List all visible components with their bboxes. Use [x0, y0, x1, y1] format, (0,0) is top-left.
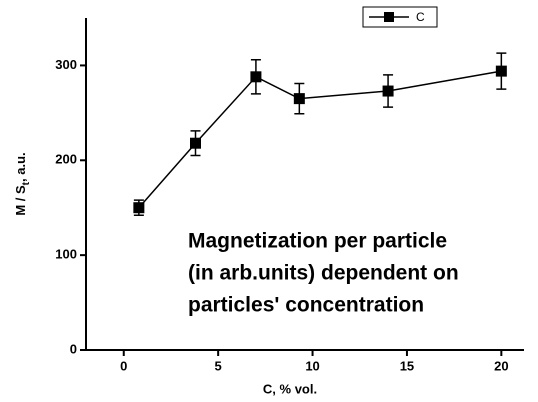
series-line — [138, 70, 502, 209]
point — [133, 202, 145, 214]
point — [293, 93, 305, 105]
y-label-main: M / S — [13, 185, 28, 216]
legend-label: C — [416, 10, 425, 24]
y-tick-label: 200 — [55, 152, 77, 167]
point — [495, 65, 507, 77]
legend-marker — [384, 12, 394, 22]
y-axis-label: M / St, a.u. — [13, 152, 31, 215]
x-tick-label: 5 — [215, 358, 222, 373]
x-tick-label: 15 — [400, 358, 414, 373]
x-tick-label: 0 — [120, 358, 127, 373]
annotation: Magnetization per particle — [188, 230, 447, 253]
y-tick-label: 100 — [55, 247, 77, 262]
point — [250, 71, 262, 83]
y-label-sub: t — [21, 181, 32, 185]
annotation: (in arb.units) dependent on — [188, 262, 459, 285]
x-axis-label: C, % vol. — [263, 381, 317, 396]
x-tick-label: 10 — [305, 358, 319, 373]
point — [190, 137, 201, 149]
y-label-rest: , a.u. — [13, 152, 28, 182]
y-tick-label: 300 — [55, 57, 77, 72]
y-tick-label: 0 — [70, 341, 77, 356]
x-tick-label: 20 — [494, 358, 508, 373]
annotation: particles' concentration — [188, 294, 424, 317]
point — [382, 85, 394, 97]
